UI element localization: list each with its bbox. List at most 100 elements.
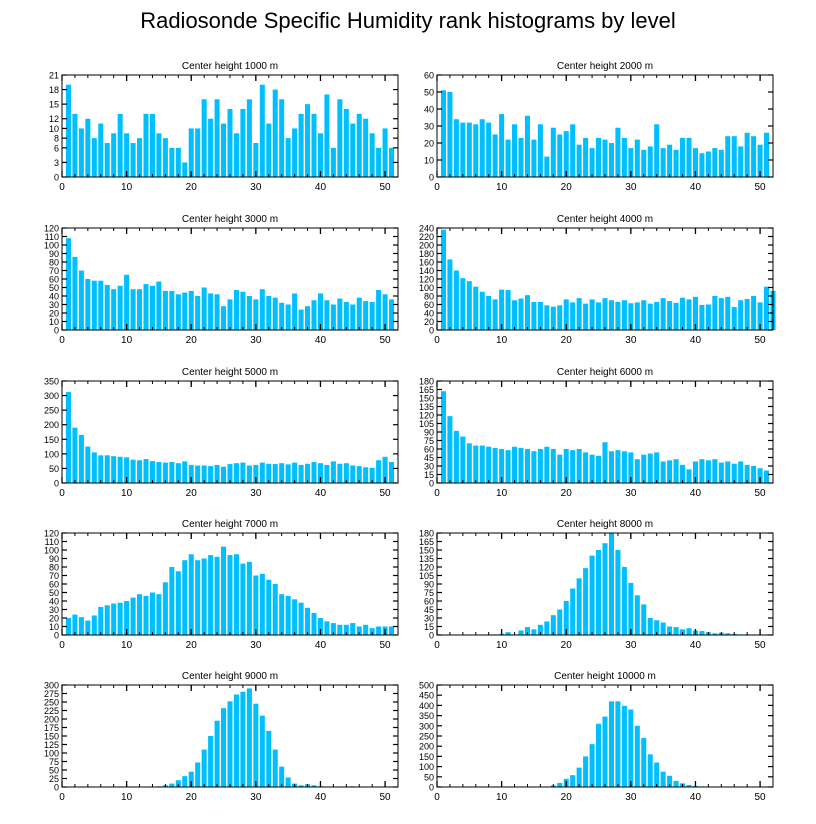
x-tick-label: 20 [561,335,573,346]
histogram-bar [751,296,757,330]
histogram-bar [175,571,181,635]
histogram-panel-2: Center height 2000 m 0 10 20 30 40 50 0 10 20 30 40… [424,61,774,193]
histogram-panel-9: Center height 9000 m0 10 20 30 40 50025507510… [44,671,399,803]
y-tick-label: 20 [49,309,59,319]
histogram-bar [343,109,349,177]
histogram-bar [537,124,543,177]
histogram-bar [182,776,188,787]
histogram-bar [272,584,278,635]
histogram-bar [162,462,168,483]
histogram-bar [208,293,214,330]
histogram-bar [389,626,395,635]
histogram-bar [143,284,149,330]
histogram-bar [221,466,227,483]
histogram-bar [324,464,330,483]
histogram-bar [337,298,343,330]
histogram-bar [240,691,246,787]
histogram-bar [550,127,556,177]
x-tick-label: 0 [59,335,65,346]
histogram-bar [705,151,711,177]
histogram-bar [279,463,285,483]
x-tick-label: 40 [690,640,702,651]
histogram-bar [104,605,110,635]
histogram-bar [673,780,679,787]
y-tick-label: 40 [424,309,434,319]
histogram-bar [253,464,259,483]
histogram-bar [589,744,595,787]
y-tick-label: 160 [419,258,434,268]
histogram-bar [285,138,291,177]
y-tick-label: 75 [49,757,59,767]
histogram-bar [272,297,278,330]
histogram-bar [182,292,188,330]
histogram-bar [531,629,537,635]
histogram-bar [382,128,388,177]
histogram-bar [65,238,71,330]
histogram-bar [712,148,718,177]
histogram-bar [621,137,627,177]
histogram-bar [130,289,136,330]
histogram-bar [182,560,188,635]
histogram-bar [137,460,143,483]
histogram-bar [285,464,291,483]
y-tick-label: 100 [44,449,59,459]
histogram-bar [518,630,524,635]
histogram-bar [550,449,556,483]
histogram-bar [111,133,117,177]
histogram-bar [667,460,673,483]
histogram-bar [227,299,233,330]
y-tick-label: 140 [419,266,434,276]
y-tick-label: 0 [54,479,59,489]
histogram-bar [576,144,582,177]
y-tick-label: 100 [44,241,59,251]
histogram-bar [596,137,602,177]
histogram-bar [440,90,446,177]
histogram-bar [699,631,705,635]
x-tick-label: 10 [121,640,133,651]
histogram-bar [725,136,731,177]
y-tick-label: 300 [419,721,434,731]
x-tick-label: 20 [186,182,198,193]
histogram-bar [731,463,737,483]
histogram-bar [91,138,97,177]
x-tick-label: 50 [755,335,767,346]
histogram-bar [188,290,194,330]
histogram-bar [182,162,188,177]
histogram-bar [208,118,214,177]
histogram-bar [233,554,239,635]
histogram-bar [537,449,543,483]
y-tick-label: 225 [44,706,59,716]
histogram-bar [712,633,718,635]
x-tick-label: 20 [561,792,573,803]
histogram-bar [486,296,492,330]
y-tick-label: 120 [419,563,434,573]
y-tick-label: 150 [419,546,434,556]
histogram-bar [330,147,336,177]
histogram-bar [72,614,78,635]
histogram-bar [634,139,640,177]
histogram-bar [78,434,84,483]
x-tick-label: 10 [496,488,508,499]
histogram-bar [324,300,330,330]
histogram-bar [615,701,621,787]
histogram-bar [447,92,453,177]
histogram-bar [266,123,272,177]
histogram-bar [343,463,349,483]
histogram-bar [162,582,168,635]
y-tick-label: 300 [44,681,59,691]
y-tick-label: 250 [419,732,434,742]
y-tick-label: 200 [419,742,434,752]
histogram-bar [259,462,265,483]
histogram-bar [725,633,731,635]
histogram-bar [337,463,343,483]
histogram-bar [246,465,252,483]
panel-title: Center height 4000 m [557,214,653,225]
histogram-bar [576,298,582,331]
histogram-bar [292,128,298,177]
y-tick-label: 6 [54,143,59,153]
y-tick-label: 12 [49,114,59,124]
histogram-bar [195,560,201,635]
histogram-panel-5: Center height 5000 m 0 10 20 30 40 50 0 50 100 150… [44,367,399,499]
histogram-bar [350,304,356,330]
